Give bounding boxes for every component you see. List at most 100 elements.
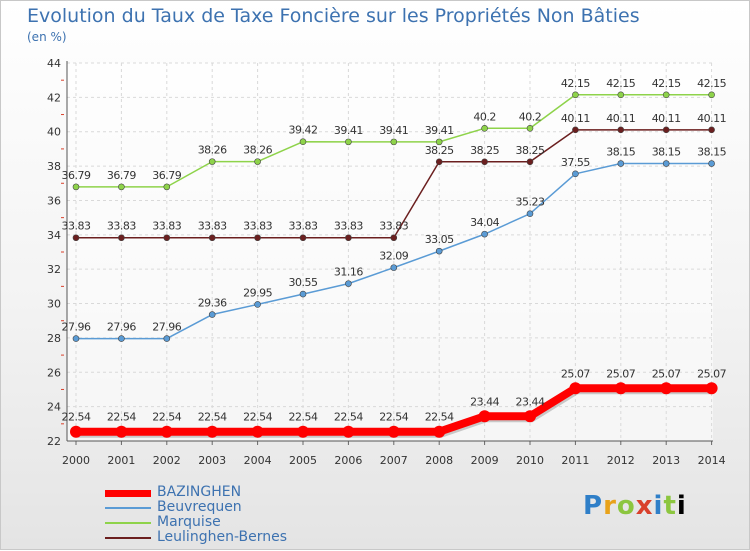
y-tick-label: 24 — [47, 401, 61, 414]
data-label: 29.95 — [243, 286, 272, 299]
data-label: 42.15 — [606, 77, 635, 90]
data-label: 33.83 — [243, 220, 272, 233]
data-point — [118, 183, 125, 191]
x-tick-label: 2005 — [289, 454, 317, 467]
data-point — [254, 301, 261, 308]
data-label: 25.07 — [606, 367, 635, 380]
data-point — [708, 126, 715, 134]
data-label: 33.05 — [425, 233, 454, 246]
data-label: 34.04 — [470, 216, 499, 229]
y-tick-label: 32 — [47, 263, 61, 276]
data-label: 36.79 — [62, 169, 91, 182]
data-label: 38.15 — [697, 146, 726, 159]
data-point — [299, 234, 307, 242]
data-label: 22.54 — [107, 411, 136, 424]
data-label: 29.36 — [198, 297, 227, 310]
data-label: 33.83 — [379, 220, 408, 233]
data-point — [345, 138, 352, 146]
x-tick-label: 2004 — [244, 454, 272, 467]
y-tick-label: 42 — [47, 91, 61, 104]
y-tick-label: 38 — [47, 160, 61, 173]
y-tick-label: 26 — [47, 366, 61, 379]
data-point — [163, 183, 171, 191]
x-tick-label: 2012 — [607, 454, 635, 467]
data-point — [433, 425, 446, 438]
data-label: 25.07 — [652, 367, 681, 380]
data-point — [435, 158, 443, 166]
data-label: 40.11 — [606, 112, 635, 125]
data-point — [572, 126, 579, 134]
x-tick-label: 2000 — [62, 454, 90, 467]
data-point — [481, 230, 488, 238]
data-label: 42.15 — [561, 77, 590, 90]
x-tick-label: 2001 — [107, 454, 135, 467]
data-label: 27.96 — [107, 321, 136, 334]
data-label: 22.54 — [289, 411, 318, 424]
y-tick-label: 34 — [47, 229, 61, 242]
data-label: 37.55 — [561, 156, 590, 169]
data-point — [163, 335, 171, 342]
data-label: 22.54 — [379, 411, 408, 424]
legend-label: Marquise — [157, 514, 221, 530]
data-point — [299, 290, 307, 298]
data-label: 42.15 — [652, 77, 681, 90]
data-label: 42.15 — [697, 77, 726, 90]
data-point — [662, 91, 670, 99]
data-point — [617, 91, 625, 99]
data-label: 22.54 — [62, 411, 91, 424]
data-point — [254, 158, 261, 165]
data-point — [390, 234, 398, 242]
data-point — [617, 160, 625, 167]
data-point — [251, 425, 264, 438]
y-tick-label: 28 — [47, 332, 61, 345]
data-label: 30.55 — [289, 276, 318, 289]
data-point — [345, 280, 352, 287]
data-point — [572, 170, 579, 178]
data-point — [660, 382, 673, 395]
data-label: 38.25 — [516, 144, 545, 157]
y-tick-label: 36 — [47, 194, 61, 207]
x-tick-label: 2014 — [698, 454, 726, 467]
data-point — [708, 160, 715, 167]
legend-swatch — [105, 507, 151, 509]
data-point — [206, 425, 219, 438]
data-point — [70, 425, 82, 438]
data-label: 38.26 — [198, 144, 227, 157]
data-point — [390, 264, 398, 271]
data-point — [526, 124, 534, 132]
legend-label: BAZINGHEN — [157, 484, 242, 500]
data-point — [387, 425, 400, 438]
unit-label: (en %) — [27, 30, 67, 44]
data-point — [435, 138, 443, 146]
y-tick-label: 44 — [47, 57, 61, 70]
legend-swatch — [105, 537, 151, 539]
data-label: 36.79 — [107, 169, 136, 182]
data-point — [115, 425, 128, 438]
data-label: 22.54 — [334, 411, 363, 424]
y-tick-label: 40 — [47, 126, 61, 139]
legend-swatch — [105, 489, 151, 497]
data-label: 33.83 — [198, 220, 227, 233]
data-label: 31.16 — [334, 266, 363, 279]
data-point — [435, 247, 443, 255]
data-point — [72, 234, 80, 242]
x-tick-label: 2002 — [153, 454, 181, 467]
data-label: 33.83 — [152, 220, 181, 233]
data-label: 22.54 — [425, 411, 454, 424]
data-label: 40.2 — [473, 110, 496, 123]
data-label: 39.41 — [425, 124, 454, 137]
data-point — [662, 126, 670, 134]
data-point — [118, 234, 125, 242]
data-point — [297, 425, 309, 438]
x-tick-label: 2010 — [516, 454, 544, 467]
data-label: 25.07 — [561, 367, 590, 380]
data-point — [163, 234, 171, 242]
data-point — [708, 91, 715, 99]
y-tick-label: 30 — [47, 298, 61, 311]
data-label: 27.96 — [62, 321, 91, 334]
data-point — [254, 234, 261, 242]
data-label: 38.15 — [606, 146, 635, 159]
data-point — [572, 91, 579, 99]
data-point — [617, 126, 625, 134]
data-point — [208, 158, 216, 165]
